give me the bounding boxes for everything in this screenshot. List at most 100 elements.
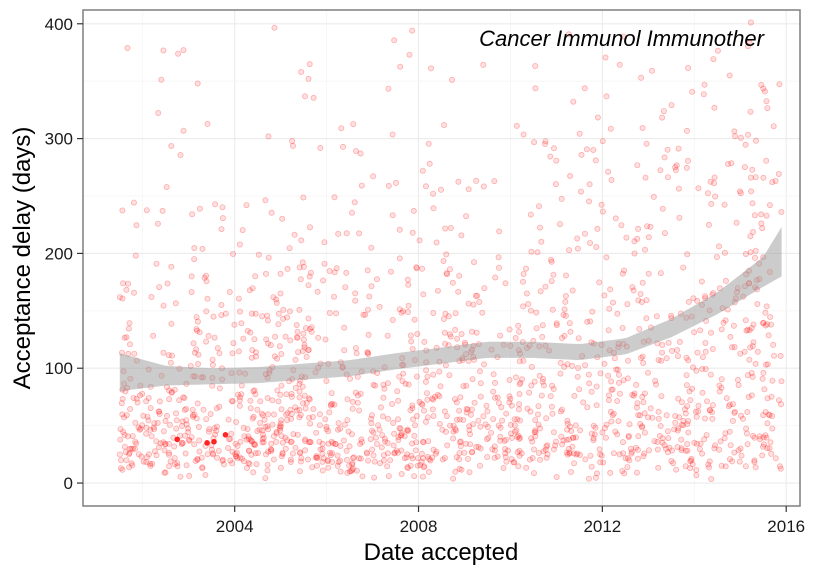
data-point [612, 428, 619, 435]
data-point [689, 461, 696, 468]
data-point [240, 458, 247, 465]
data-point [384, 332, 391, 339]
data-point [699, 389, 706, 396]
data-point [250, 469, 257, 476]
data-point [716, 446, 723, 453]
data-point [561, 332, 568, 339]
data-point [511, 422, 518, 429]
data-point [250, 413, 257, 420]
data-point [172, 410, 179, 417]
data-point [738, 452, 745, 459]
data-point [684, 403, 691, 410]
data-point [381, 435, 388, 442]
data-point [236, 397, 243, 404]
data-point [447, 224, 454, 231]
data-point [458, 330, 465, 337]
data-point [425, 438, 432, 445]
data-point [528, 435, 535, 442]
data-point [293, 334, 300, 341]
data-point [427, 65, 434, 72]
data-point [590, 422, 597, 429]
data-point [559, 334, 566, 341]
data-point [279, 215, 286, 222]
data-point [756, 436, 763, 443]
data-point [273, 296, 280, 303]
data-point [282, 434, 289, 441]
data-point [229, 250, 236, 257]
data-point [129, 433, 136, 440]
data-point [357, 390, 364, 397]
data-point [523, 265, 530, 272]
data-point [176, 397, 183, 404]
data-point [190, 340, 197, 347]
data-point [593, 243, 600, 250]
data-point [702, 365, 709, 372]
data-point [407, 407, 414, 414]
data-point [626, 457, 633, 464]
data-point [323, 423, 330, 430]
data-point [306, 224, 313, 231]
data-point [233, 449, 240, 456]
data-point [645, 369, 652, 376]
data-point [303, 399, 310, 406]
data-point [657, 167, 664, 174]
data-point [764, 361, 771, 368]
data-point [692, 408, 699, 415]
data-point [174, 463, 181, 470]
data-point [119, 207, 126, 214]
data-point [680, 264, 687, 271]
data-point [760, 412, 767, 419]
data-point [434, 391, 441, 398]
data-point [253, 461, 260, 468]
data-point [129, 445, 136, 452]
data-point [225, 444, 232, 451]
data-point [191, 244, 198, 251]
data-point [675, 353, 682, 360]
data-point [675, 425, 682, 432]
data-point [735, 382, 742, 389]
data-point [441, 454, 448, 461]
data-point [539, 322, 546, 329]
data-point [484, 423, 491, 430]
data-point [759, 320, 766, 327]
data-point [606, 305, 613, 312]
data-point [758, 81, 765, 88]
data-point [196, 437, 203, 444]
data-point [491, 447, 498, 454]
data-point [690, 295, 697, 302]
data-point [609, 386, 616, 393]
data-point [425, 140, 432, 147]
data-point [340, 437, 347, 444]
data-point [590, 146, 597, 153]
data-point [399, 308, 406, 315]
data-point [353, 350, 360, 357]
data-point [760, 369, 767, 376]
data-point [254, 428, 261, 435]
data-point [531, 446, 538, 453]
data-point [686, 388, 693, 395]
data-point [767, 439, 774, 446]
data-point [286, 308, 293, 315]
data-point [160, 302, 167, 309]
data-point [389, 400, 396, 407]
data-point [456, 465, 463, 472]
data-point [767, 313, 774, 320]
data-point [610, 299, 617, 306]
data-point [166, 396, 173, 403]
data-point [748, 369, 755, 376]
data-point [476, 298, 483, 305]
data-point [620, 450, 627, 457]
data-point [376, 303, 383, 310]
data-point [352, 297, 359, 304]
data-point [126, 449, 133, 456]
data-point [182, 450, 189, 457]
data-point [603, 254, 610, 261]
data-point [577, 451, 584, 458]
y-tick-label: 0 [64, 474, 73, 493]
data-point [121, 431, 128, 438]
data-point [394, 416, 401, 423]
data-point [711, 104, 718, 111]
data-point [397, 425, 404, 432]
data-point [516, 358, 523, 365]
data-point [151, 426, 158, 433]
